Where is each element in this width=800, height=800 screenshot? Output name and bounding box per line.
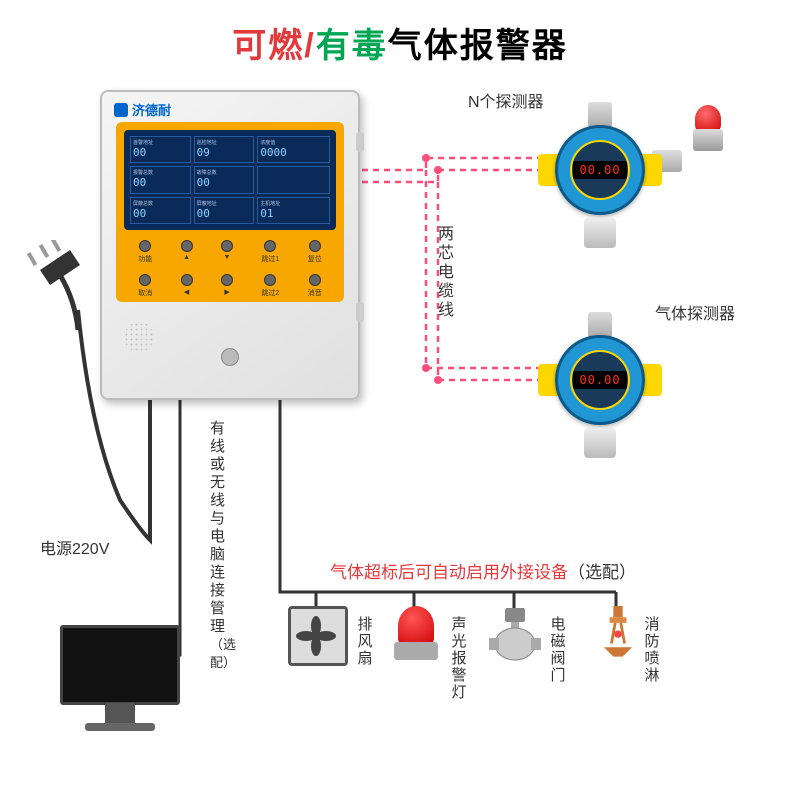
label-ext-text: 气体超标后可自动启用外接设备 [330, 563, 568, 582]
label-alarm-light: 声光报警灯 [450, 616, 468, 701]
strobe-light-icon [695, 105, 721, 151]
lcd-cell: 巡检地址09 [194, 136, 255, 163]
title-rest: 气体报警器 [388, 27, 568, 65]
exhaust-fan-icon [288, 606, 348, 666]
hinge-icon [356, 132, 364, 152]
detector-body: 00.00 [555, 335, 645, 425]
label-connection: 有线或无线与电脑连接管理 （选配） [210, 420, 230, 672]
lcd-screen: 首警地址00 巡检地址09 浓度值0000 报警总数00 故障总数00 屏蔽总数… [124, 130, 336, 230]
title-part2: 有毒 [316, 27, 388, 65]
gas-detector-1: 00.00 [540, 110, 660, 230]
label-n-detectors: N个探测器 [468, 88, 544, 112]
lcd-cell: 主机地址01 [257, 197, 330, 224]
detector-display: 00.00 [573, 371, 626, 389]
control-panel: 济德耐 首警地址00 巡检地址09 浓度值0000 报警总数00 故障总数00 … [100, 90, 360, 400]
panel-button[interactable]: ▲ [181, 240, 193, 264]
brand-logo-icon [114, 103, 128, 117]
label-gas-detector: 气体探测器 [655, 300, 735, 324]
button-row-1: 功能 ▲ ▼ 跳过1 复位 [124, 240, 336, 264]
label-ext-opt: （选配） [568, 563, 636, 582]
label-conn-opt: （选配） [210, 637, 236, 670]
detector-sensor-icon [584, 218, 616, 248]
label-conn-text: 有线或无线与电脑连接管理 [210, 420, 225, 635]
title-part1: 可燃 [232, 27, 304, 65]
brand-text: 济德耐 [132, 103, 171, 118]
fire-sprinkler-icon [588, 606, 648, 666]
detector-sensor-icon [584, 428, 616, 458]
power-plug-icon [20, 240, 100, 365]
panel-button[interactable]: 消音 [308, 274, 322, 298]
panel-button[interactable]: 跳过2 [261, 274, 279, 298]
lcd-cell: 故障总数00 [194, 166, 255, 193]
lock-icon [221, 348, 239, 366]
panel-faceplate: 首警地址00 巡检地址09 浓度值0000 报警总数00 故障总数00 屏蔽总数… [116, 122, 344, 302]
lcd-cell: 屏蔽总数00 [130, 197, 191, 224]
panel-button[interactable]: 功能 [138, 240, 152, 264]
detector-display: 00.00 [573, 161, 626, 179]
label-power: 电源220V [40, 535, 109, 559]
panel-button[interactable]: ▶ [221, 274, 233, 298]
label-fan: 排风扇 [356, 616, 374, 667]
panel-button[interactable]: ▼ [221, 240, 233, 264]
lcd-cell: 屏蔽地址00 [194, 197, 255, 224]
brand-label: 济德耐 [114, 100, 171, 119]
panel-button[interactable]: 复位 [308, 240, 322, 264]
label-valve: 电磁阀门 [549, 616, 567, 684]
monitor-icon [60, 625, 180, 731]
lcd-cell [257, 166, 330, 193]
button-row-2: 取消 ◀ ▶ 跳过2 消音 [124, 274, 336, 298]
sound-light-alarm-icon [386, 606, 446, 666]
solenoid-valve-icon [485, 606, 545, 666]
panel-button[interactable]: ◀ [181, 274, 193, 298]
label-cable: 两芯电缆线 [438, 225, 456, 320]
label-ext-devices: 气体超标后可自动启用外接设备（选配） [330, 558, 636, 583]
lcd-cell: 报警总数00 [130, 166, 191, 193]
page-title: 可燃/有毒气体报警器 [0, 0, 800, 67]
lcd-cell: 首警地址00 [130, 136, 191, 163]
gas-detector-2: 00.00 [540, 320, 660, 440]
panel-button[interactable]: 跳过1 [261, 240, 279, 264]
lcd-cell: 浓度值0000 [257, 136, 330, 163]
speaker-grille-icon [124, 322, 154, 352]
panel-button[interactable]: 取消 [138, 274, 152, 298]
detector-body: 00.00 [555, 125, 645, 215]
hinge-icon [356, 302, 364, 322]
title-sep: / [304, 27, 315, 65]
